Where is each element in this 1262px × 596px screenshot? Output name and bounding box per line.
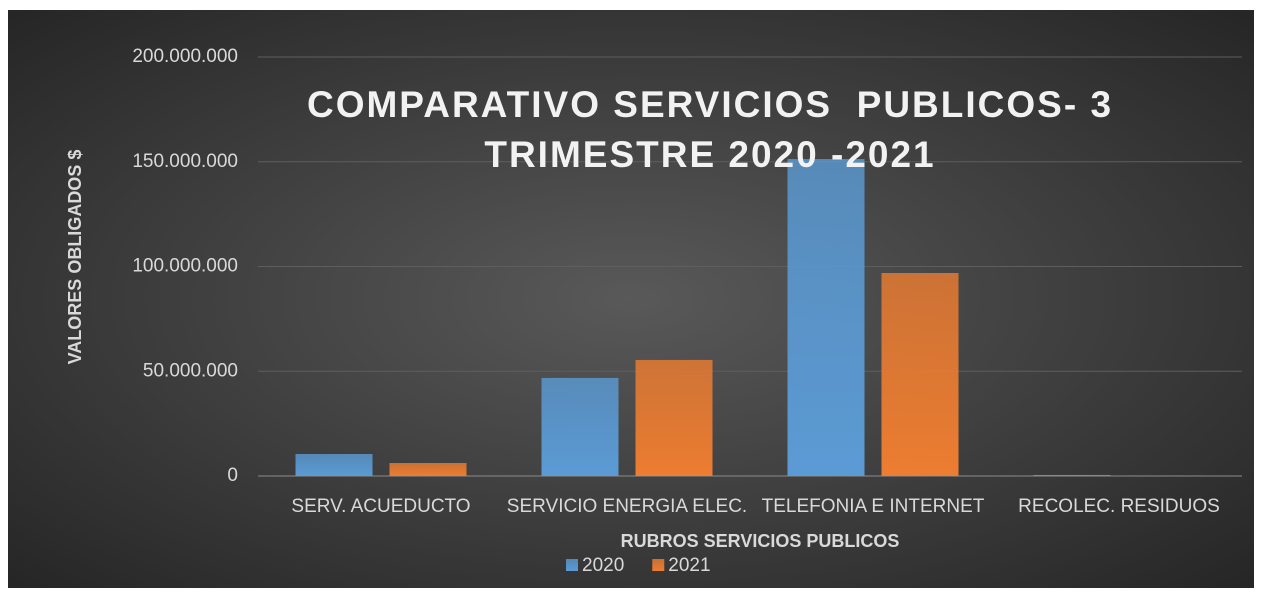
x-tick-label: TELEFONIA E INTERNET (762, 496, 985, 517)
y-axis-label: VALORES OBLIGADOS $ (65, 149, 85, 365)
x-axis-label: RUBROS SERVICIOS PUBLICOS (620, 531, 900, 551)
legend-swatch (566, 559, 578, 571)
bar (881, 272, 959, 476)
bar (787, 159, 865, 477)
bar (389, 463, 467, 476)
legend-label: 2021 (668, 555, 710, 576)
y-tick-label: 200.000.000 (132, 46, 238, 67)
y-tick-label: 100.000.000 (132, 256, 238, 277)
bar (541, 377, 619, 476)
legend-swatch (652, 559, 665, 571)
y-tick-label: 50.000.000 (143, 360, 238, 381)
x-tick-label: SERV. ACUEDUCTO (291, 496, 470, 517)
bar (1033, 474, 1111, 476)
chart-background (8, 10, 1254, 588)
bar (635, 359, 713, 476)
bar (295, 454, 373, 476)
y-tick-label: 150.000.000 (132, 151, 238, 172)
x-tick-label: SERVICIO ENERGIA ELEC. (507, 496, 747, 517)
chart-title: COMPARATIVO SERVICIOS PUBLICOS- 3 TRIMES… (306, 84, 1126, 175)
y-tick-label: 0 (227, 465, 238, 486)
x-tick-label: RECOLEC. RESIDUOS (1018, 496, 1220, 517)
legend-label: 2020 (582, 555, 624, 576)
